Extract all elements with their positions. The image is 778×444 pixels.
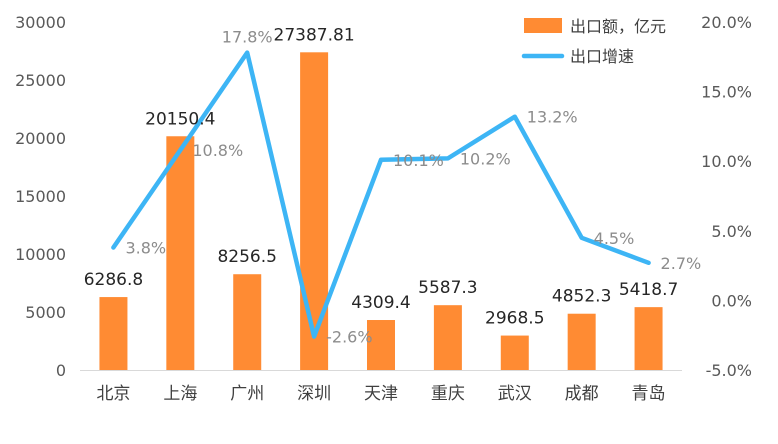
legend-line-label: 出口增速 [570,47,634,66]
legend-bar-swatch [524,18,562,33]
bar-data-label: 27387.81 [274,25,355,45]
x-tick-label: 广州 [230,384,264,404]
bar [166,136,195,370]
y-left-tick-label: 30000 [15,13,66,32]
x-tick-label: 重庆 [431,384,465,404]
line-data-label: 3.8% [125,239,166,258]
legend-bar-label: 出口额，亿元 [570,17,666,36]
bar-data-label: 2968.5 [485,309,544,329]
line-data-label: 2.7% [661,254,702,273]
bar-data-label: 20150.4 [145,109,215,129]
y-right-tick-label: 10.0% [701,152,752,171]
x-tick-label: 北京 [96,384,130,404]
x-tick-label: 上海 [163,384,197,404]
y-left-tick-label: 5000 [25,303,66,322]
line-data-label: 10.1% [393,151,444,170]
y-left-tick-label: 10000 [15,245,66,264]
bar [367,320,395,370]
line-data-label: 10.8% [192,141,243,160]
bar-data-label: 6286.8 [84,270,143,290]
line-data-label: 4.5% [594,229,635,248]
y-right-tick-label: 0.0% [711,291,752,310]
bar [233,274,262,370]
x-tick-label: 青岛 [632,384,666,404]
y-right-tick-label: -5.0% [706,361,752,380]
bar [634,307,663,370]
bar [567,313,596,370]
growth-line [111,50,651,339]
line-data-label: 10.2% [460,149,511,168]
x-tick-label: 天津 [364,384,398,404]
x-tick-label: 深圳 [297,384,331,404]
labels-layer: 6286.8 20150.4 8256.5 27387.81 4309.4 5587.3 2… [84,25,702,346]
bar [433,305,462,370]
bar-data-label: 5418.7 [619,280,678,300]
line-layer [111,50,651,339]
bar [300,52,329,371]
y-right-tick-label: 15.0% [701,83,752,102]
line-data-label: -2.6% [326,328,372,347]
bars-layer [99,52,663,371]
y-left-tick-label: 25000 [15,71,66,90]
bar [99,297,128,370]
line-data-label: 17.8% [222,28,273,47]
bar-data-label: 8256.5 [217,247,276,267]
axes-layer: 0 5000 10000 15000 20000 25000 30000 -5.0% 0.0% 5… [15,13,752,404]
bar-data-label: 5587.3 [418,278,477,298]
x-tick-label: 武汉 [498,384,532,404]
y-left-tick-label: 0 [56,361,66,380]
bar-data-label: 4852.3 [552,287,611,307]
y-left-tick-label: 20000 [15,129,66,148]
bar-data-label: 4309.4 [351,293,410,313]
y-right-tick-label: 20.0% [701,13,752,32]
bar [500,335,529,370]
y-left-tick-label: 15000 [15,187,66,206]
y-right-tick-label: 5.0% [711,222,752,241]
line-data-label: 13.2% [527,108,578,127]
x-tick-label: 成都 [565,384,599,404]
